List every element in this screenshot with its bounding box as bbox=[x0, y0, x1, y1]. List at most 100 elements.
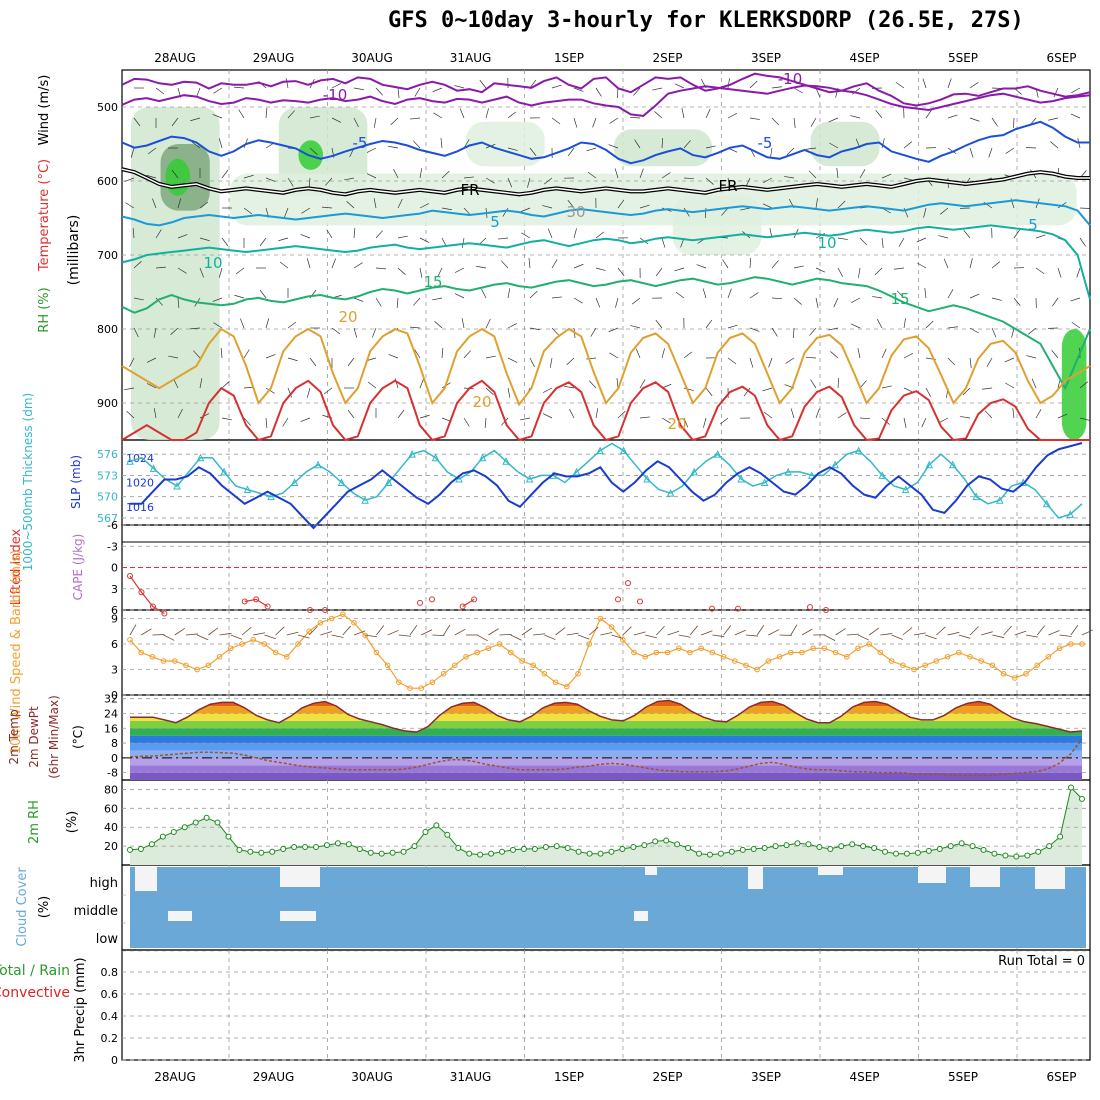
wind-barb bbox=[903, 352, 913, 359]
wind-barb bbox=[353, 262, 363, 269]
wind-barb bbox=[375, 230, 383, 239]
wind-barb bbox=[875, 110, 883, 119]
wind-barb bbox=[837, 412, 847, 419]
date-label-top: 2SEP bbox=[652, 51, 682, 65]
wind-barb bbox=[375, 87, 384, 96]
rh-point bbox=[389, 849, 396, 856]
wind-barb bbox=[833, 297, 839, 308]
rh-point bbox=[728, 848, 735, 855]
wind-barb bbox=[925, 387, 932, 397]
wind-speed-point bbox=[709, 649, 716, 656]
axis-label: 3hr Precip (mm) bbox=[73, 957, 88, 1062]
wind-barb bbox=[463, 417, 470, 427]
slp-tick-label: 1016 bbox=[126, 501, 154, 514]
wind-barb bbox=[191, 141, 201, 149]
wind-barb bbox=[284, 207, 289, 218]
wind-speed-point bbox=[351, 619, 357, 626]
contour-label: 10 bbox=[203, 254, 222, 272]
wind-barb bbox=[551, 84, 562, 89]
wind-barb bbox=[454, 85, 465, 89]
rh-point bbox=[520, 845, 527, 852]
wind-barb bbox=[639, 168, 644, 179]
wind-barb bbox=[850, 115, 861, 119]
rh-point bbox=[553, 843, 560, 850]
slp-tick-label: 1020 bbox=[126, 477, 154, 490]
wind-speed-point bbox=[832, 649, 839, 656]
wind-barb bbox=[543, 177, 553, 185]
wind-barb bbox=[815, 267, 826, 273]
wind-barb bbox=[133, 327, 139, 338]
wind-barb bbox=[551, 117, 561, 125]
rh-point bbox=[608, 848, 615, 855]
y-tick-label: 500 bbox=[97, 101, 118, 114]
wind-barb bbox=[876, 319, 883, 329]
wind-barb bbox=[940, 207, 949, 215]
y-tick-label: 40 bbox=[104, 821, 118, 834]
wind-barb bbox=[896, 290, 905, 299]
wind-barb bbox=[1070, 625, 1079, 636]
rh-point bbox=[542, 844, 549, 851]
wind-barb bbox=[133, 297, 144, 301]
wind-barb bbox=[168, 355, 179, 359]
wind-barb bbox=[190, 117, 201, 122]
wind-barb bbox=[419, 378, 424, 389]
wind-barb bbox=[1076, 267, 1081, 278]
y-tick-label: 576 bbox=[97, 448, 118, 461]
wind-barb bbox=[308, 177, 311, 188]
wind-barb bbox=[1050, 141, 1059, 149]
wind-barb bbox=[963, 230, 971, 239]
thickness-point bbox=[666, 489, 675, 497]
wind-barb bbox=[590, 327, 597, 337]
wind-barb bbox=[674, 267, 685, 272]
wind-barb bbox=[786, 147, 795, 156]
rh-point bbox=[433, 822, 440, 829]
wind-barb bbox=[309, 115, 320, 119]
rh-point bbox=[203, 814, 210, 821]
wind-barb bbox=[331, 327, 341, 335]
wind-speed-point bbox=[440, 670, 447, 677]
rh-point bbox=[258, 849, 265, 856]
wind-barb bbox=[306, 387, 311, 398]
date-label-bottom: 3SEP bbox=[751, 1070, 781, 1084]
wind-barb bbox=[130, 147, 135, 158]
temp-line bbox=[130, 699, 1083, 733]
wind-barb bbox=[347, 409, 355, 419]
wind-barb bbox=[768, 357, 773, 368]
rh-point bbox=[411, 843, 418, 850]
wind-barb bbox=[459, 108, 465, 119]
panel-frame-precip bbox=[121, 949, 1091, 1061]
wind-barb bbox=[683, 177, 695, 180]
y-tick-label: 0 bbox=[111, 752, 118, 765]
wind-barb bbox=[810, 117, 817, 127]
temp-band bbox=[130, 735, 1082, 744]
wind-barb bbox=[1079, 207, 1091, 209]
rh-point bbox=[269, 848, 276, 855]
wind-speed-point bbox=[1023, 670, 1029, 677]
thickness-point bbox=[267, 492, 275, 501]
wind-barb bbox=[969, 117, 980, 122]
wind-barb bbox=[592, 117, 597, 128]
wind-barb bbox=[419, 267, 423, 278]
y-tick-label: 0.2 bbox=[101, 1032, 119, 1045]
wind-barb bbox=[397, 235, 408, 239]
rh-point bbox=[794, 840, 801, 847]
wind-speed-point bbox=[743, 662, 749, 669]
wind-barb bbox=[146, 357, 157, 363]
wind-barb bbox=[243, 174, 254, 179]
wind-barb bbox=[857, 634, 870, 641]
rh-point bbox=[761, 845, 768, 851]
y-tick-label: 0.4 bbox=[101, 1010, 119, 1023]
rh-point bbox=[509, 846, 516, 853]
rh-point bbox=[170, 828, 177, 835]
cloud-level-label: high bbox=[90, 876, 118, 891]
rh-point bbox=[181, 824, 188, 831]
wind-speed-point bbox=[586, 641, 593, 647]
wind-barb bbox=[367, 381, 377, 389]
wind-barb bbox=[326, 229, 333, 239]
wind-speed-point bbox=[373, 649, 380, 656]
wind-barb bbox=[655, 319, 663, 329]
thickness-point bbox=[572, 467, 581, 476]
wind-speed-point bbox=[597, 615, 604, 622]
wind-barb bbox=[551, 327, 560, 336]
wind-barb bbox=[969, 147, 974, 158]
